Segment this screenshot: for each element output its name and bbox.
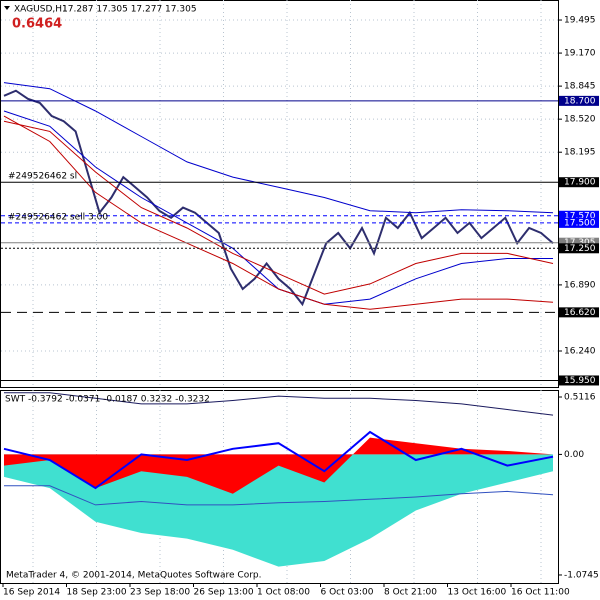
copyright: MetaTrader 4, © 2001-2014, MetaQuotes So…: [6, 571, 262, 581]
level-label-box: [559, 95, 599, 106]
level-label: 18.700: [564, 96, 596, 106]
y-tick-label: 19.495: [564, 16, 596, 26]
annotation: #249526462 sl: [8, 172, 77, 182]
line: [3, 430, 554, 490]
line: [3, 89, 554, 307]
line: [4, 392, 554, 416]
signal-value: 0.6464: [12, 17, 62, 32]
indicator-title: SWT -0.3792 -0.0371 -0.0187 0.3232 -0.32…: [5, 395, 210, 405]
x-tick-label: 16 Oct 11:00: [511, 588, 570, 598]
area: [4, 454, 553, 567]
level-label: 17.305: [564, 238, 596, 248]
y-tick-label: 18.195: [564, 148, 596, 158]
level-label-box: [559, 217, 599, 228]
line: [3, 115, 554, 310]
area: [4, 437, 553, 494]
line: [4, 485, 554, 506]
x-tick-label: 6 Oct 03:00: [321, 588, 374, 598]
indicator-panel: [0, 390, 559, 584]
y-tick-label: -1.0745: [564, 570, 599, 580]
y-tick-label: 16.890: [564, 280, 596, 290]
level-label-box: [559, 177, 599, 188]
x-tick-label: 16 Sep 2014: [3, 588, 60, 598]
level-label-box: [559, 307, 599, 318]
x-tick-label: 18 Sep 23:00: [67, 588, 127, 598]
symbol: XAGUSD,H1: [14, 5, 68, 15]
x-tick-label: 26 Sep 13:00: [194, 588, 254, 598]
level-label: 17.900: [564, 178, 596, 188]
y-tick-label: 18.845: [564, 82, 596, 92]
collapse-icon[interactable]: [4, 6, 10, 10]
level-label: 16.620: [564, 308, 596, 318]
x-tick-label: 13 Oct 16:00: [448, 588, 507, 598]
x-tick-label: 8 Oct 21:00: [384, 588, 437, 598]
level-label-box: [559, 243, 599, 254]
level-label-box: [559, 375, 599, 386]
line: [3, 120, 554, 295]
x-tick-label: 23 Sep 18:00: [130, 588, 190, 598]
level-label-box: [559, 237, 599, 248]
ohlc: 17.287 17.305 17.277 17.305: [62, 5, 197, 15]
level-label: 17.500: [564, 218, 596, 228]
main-panel: [0, 0, 559, 388]
level-label: 17.250: [564, 244, 596, 254]
annotation: #249526462 sell 3.00: [8, 212, 108, 222]
y-tick-label: 0.5116: [564, 393, 596, 403]
y-tick-label: 19.170: [564, 49, 596, 59]
y-tick-label: 18.520: [564, 115, 596, 125]
x-tick-label: 1 Oct 08:00: [257, 588, 310, 598]
y-tick-label: 0.00: [564, 450, 584, 460]
level-label-box: [559, 210, 599, 221]
y-tick-label: 16.240: [564, 346, 596, 356]
line: [3, 82, 554, 214]
level-label: 17.570: [564, 211, 596, 221]
level-label: 15.950: [564, 376, 596, 386]
